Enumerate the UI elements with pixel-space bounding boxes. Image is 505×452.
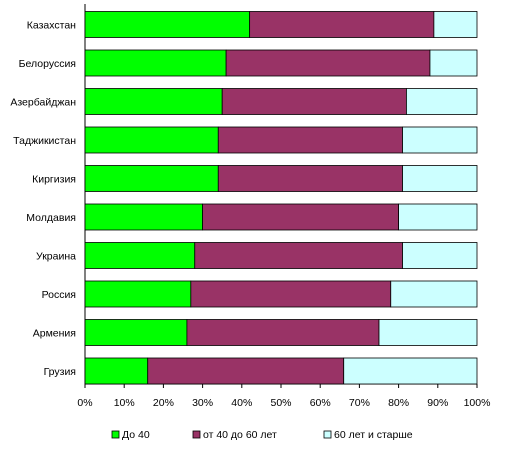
category-label: Казахстан <box>27 20 76 32</box>
bar-segment-3-series-1 <box>84 88 223 115</box>
bar-segment-1-series-3 <box>433 11 478 38</box>
bar-segment-1-series-1 <box>84 11 251 38</box>
legend-swatch-1 <box>111 430 120 439</box>
bar-segment-2-series-2 <box>225 49 431 77</box>
bar-segment-5-series-3 <box>402 165 478 192</box>
legend-swatch-3 <box>323 430 332 439</box>
bar-segment-7-series-1 <box>84 242 196 269</box>
x-tick-label: 60% <box>310 397 331 409</box>
bar-segment-8-series-3 <box>390 280 478 308</box>
x-tick-label: 70% <box>349 397 370 409</box>
bar-segment-4-series-1 <box>84 126 219 154</box>
x-tick-label: 30% <box>192 397 213 409</box>
bar-segment-3-series-2 <box>221 88 407 115</box>
bar-segment-4-series-2 <box>217 126 403 154</box>
x-tick-label: 90% <box>427 397 448 409</box>
bar-segment-5-series-2 <box>217 165 403 192</box>
category-label: Грузия <box>44 366 76 378</box>
bar-segment-8-series-1 <box>84 280 192 308</box>
bar-segment-5-series-1 <box>84 165 219 192</box>
legend-label-2: от 40 до 60 лет <box>203 429 277 441</box>
bar-segment-9-series-2 <box>186 319 380 346</box>
x-tick-label: 50% <box>270 397 291 409</box>
x-tick-label: 0% <box>77 397 92 409</box>
bars-layer <box>84 11 478 385</box>
category-label: Армения <box>33 328 76 340</box>
bar-segment-10-series-2 <box>147 357 345 385</box>
bar-segment-4-series-3 <box>402 126 478 154</box>
category-labels: Казахстан Белоруссия Азербайджан Таджикиста… <box>10 20 76 379</box>
x-tick-label: 40% <box>231 397 252 409</box>
bar-segment-9-series-3 <box>378 319 478 346</box>
category-label: Россия <box>42 289 76 301</box>
category-label: Молдавия <box>26 212 76 224</box>
bar-segment-10-series-1 <box>84 357 149 385</box>
category-label: Таджикистан <box>13 135 76 147</box>
bar-segment-2-series-1 <box>84 49 227 77</box>
category-label: Украина <box>36 251 76 263</box>
bar-segment-1-series-2 <box>249 11 435 38</box>
legend-swatch-2 <box>192 430 201 439</box>
category-label: Киргизия <box>32 174 76 186</box>
category-label: Азербайджан <box>10 97 76 109</box>
bar-segment-6-series-2 <box>202 203 400 231</box>
bar-segment-9-series-1 <box>84 319 188 346</box>
category-label: Белоруссия <box>19 58 76 70</box>
bar-segment-10-series-3 <box>343 357 478 385</box>
bar-segment-2-series-3 <box>429 49 478 77</box>
x-tick-label: 20% <box>153 397 174 409</box>
x-tick-label: 100% <box>464 397 491 409</box>
legend: До 40 от 40 до 60 лет 60 лет и старше <box>111 429 413 441</box>
bar-segment-7-series-2 <box>194 242 403 269</box>
bar-segment-8-series-2 <box>190 280 392 308</box>
bar-segment-3-series-3 <box>406 88 478 115</box>
bar-segment-7-series-3 <box>402 242 478 269</box>
legend-label-3: 60 лет и старше <box>334 429 413 441</box>
legend-label-1: До 40 <box>122 429 150 441</box>
x-tick-label: 80% <box>388 397 409 409</box>
x-axis: 0% 10% 20% 30% 40% 50% 60% 70% 80% 90% 100% <box>77 384 490 409</box>
x-tick-label: 10% <box>114 397 135 409</box>
bar-segment-6-series-1 <box>84 203 203 231</box>
bar-segment-6-series-3 <box>398 203 478 231</box>
